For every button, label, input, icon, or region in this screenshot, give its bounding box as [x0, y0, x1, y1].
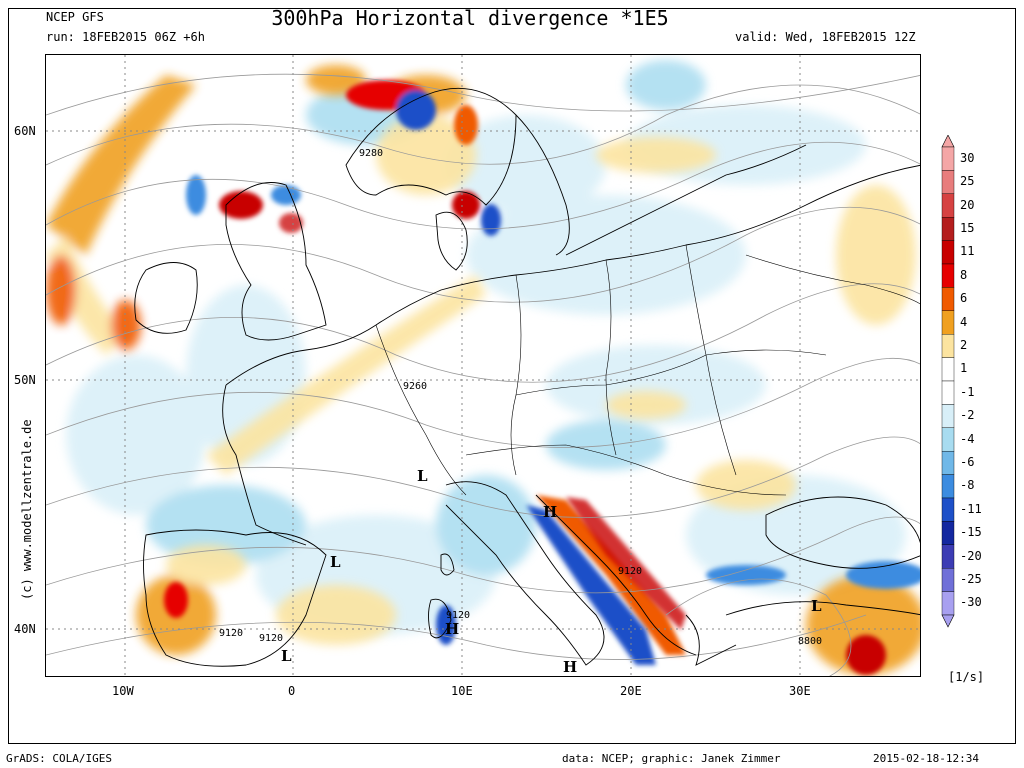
- legend-level-label: 15: [960, 220, 975, 235]
- contour-label-9120-c: 9120: [219, 628, 243, 639]
- map-title: 300hPa Horizontal divergence *1E5: [271, 6, 669, 30]
- contour-label-8800: 8800: [798, 636, 822, 647]
- legend-level-label: 30: [960, 150, 975, 165]
- legend-swatch: [941, 216, 955, 241]
- legend-swatch: [941, 357, 955, 382]
- legend-swatch: [941, 193, 955, 218]
- legend-swatch: [941, 240, 955, 265]
- lon-label-20e: 20E: [620, 684, 642, 698]
- legend-swatch: [941, 521, 955, 545]
- map-canvas: 9280 9260 9120 9120 9120 9120 8800 L L H…: [46, 55, 920, 676]
- legend-swatch: [941, 474, 955, 499]
- lat-label-60n: 60N: [14, 124, 36, 138]
- legend-level-label: -15: [960, 525, 982, 540]
- legend-swatch: [941, 333, 955, 358]
- legend-swatch: [941, 146, 955, 171]
- height-contours: [46, 73, 920, 676]
- graticule: [46, 55, 920, 676]
- footer-right: 2015-02-18-12:34: [873, 752, 979, 765]
- high-center-3: H: [563, 658, 577, 676]
- low-center-2: L: [330, 553, 341, 571]
- legend-level-label: 11: [960, 244, 975, 259]
- legend-swatch: [941, 591, 955, 616]
- legend-level-label: 1: [960, 361, 968, 376]
- legend-level-label: 20: [960, 197, 975, 212]
- lon-label-30e: 30E: [789, 684, 811, 698]
- legend-swatch: [941, 380, 955, 405]
- high-center-2: H: [445, 620, 459, 638]
- borders: [375, 244, 920, 496]
- contour-label-9280: 9280: [359, 148, 383, 159]
- legend-swatch: [941, 497, 955, 522]
- legend-level-label: -4: [960, 431, 975, 446]
- model-name: NCEP GFS: [46, 10, 104, 24]
- legend-level-label: -20: [960, 548, 982, 563]
- legend-level-label: 6: [960, 291, 968, 306]
- legend-swatch: [941, 404, 955, 428]
- contour-label-9120-a: 9120: [618, 566, 642, 577]
- low-center-1: L: [417, 467, 428, 485]
- legend-swatch: [941, 170, 955, 195]
- legend-cap-bottom: [941, 614, 955, 628]
- legend-cap-top: [941, 135, 955, 148]
- legend-level-label: -2: [960, 408, 975, 423]
- legend-level-label: -25: [960, 571, 982, 586]
- coastlines: [134, 87, 920, 667]
- lon-label-10e: 10E: [451, 684, 473, 698]
- legend-level-label: -8: [960, 478, 975, 493]
- legend-bar: [941, 135, 955, 628]
- low-center-3: L: [281, 647, 292, 665]
- legend-level-label: 4: [960, 314, 968, 329]
- contour-label-9120-b: 9120: [446, 610, 470, 621]
- contour-label-9120-d: 9120: [259, 633, 283, 644]
- legend-level-label: -30: [960, 595, 982, 610]
- legend-swatch: [941, 568, 955, 592]
- lat-label-40n: 40N: [14, 622, 36, 636]
- low-center-4: L: [811, 597, 822, 615]
- legend-swatch: [941, 310, 955, 335]
- high-center-1: H: [543, 503, 557, 521]
- color-legend: 30 25 20 15 11 8 6 4 2 1 -1 -2 -4 -6 -8 -11 -15 -20 -25 -30: [940, 135, 1020, 635]
- contour-labels: 9280 9260 9120 9120 9120 9120 8800: [219, 148, 822, 647]
- lon-label-0: 0: [288, 684, 296, 698]
- footer-left: GrADS: COLA/IGES: [6, 752, 112, 765]
- legend-level-label: 25: [960, 174, 975, 189]
- legend-level-label: -1: [960, 384, 975, 399]
- legend-swatch: [941, 544, 955, 569]
- legend-swatch: [941, 427, 955, 452]
- lon-label-10w: 10W: [112, 684, 134, 698]
- legend-units: [1/s]: [948, 670, 985, 684]
- legend-level-label: -6: [960, 454, 975, 469]
- legend-level-label: -11: [960, 501, 982, 516]
- legend-swatch: [941, 263, 955, 288]
- legend-level-label: 2: [960, 337, 968, 352]
- legend-swatch: [941, 287, 955, 311]
- legend-level-label: 8: [960, 267, 968, 282]
- run-info: run: 18FEB2015 06Z +6h: [46, 30, 205, 44]
- footer-center: data: NCEP; graphic: Janek Zimmer: [562, 752, 781, 765]
- valid-time: valid: Wed, 18FEB2015 12Z: [735, 30, 916, 44]
- adriatic-dipole: [526, 495, 686, 665]
- lat-label-50n: 50N: [14, 373, 36, 387]
- pressure-centers: L L H H H L L: [281, 467, 822, 676]
- legend-swatch: [941, 451, 955, 475]
- side-credit: (c) www.modellzentrale.de: [20, 419, 34, 600]
- contour-label-9260: 9260: [403, 381, 427, 392]
- divergence-map: 9280 9260 9120 9120 9120 9120 8800 L L H…: [45, 54, 921, 677]
- figure-frame: [8, 8, 1016, 744]
